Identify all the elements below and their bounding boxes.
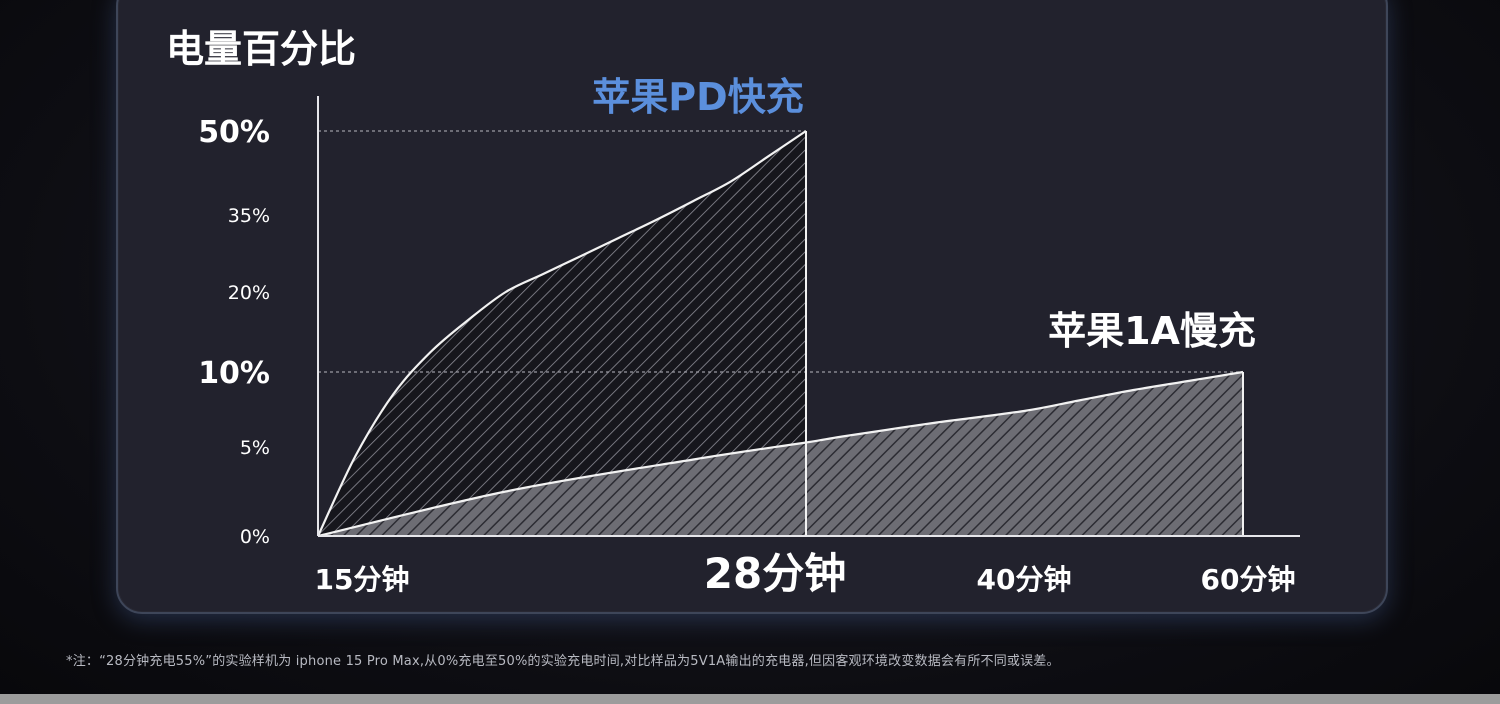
x-tick-label: 28分钟: [704, 549, 846, 598]
y-tick-label: 50%: [198, 115, 270, 150]
y-axis-label: 电量百分比: [166, 27, 356, 71]
x-tick-label: 15分钟: [315, 563, 410, 596]
y-tick-label: 5%: [240, 437, 270, 459]
fast-charge-curve: [317, 130, 807, 537]
y-tick-label: 35%: [228, 205, 270, 227]
y-tick-label: 20%: [228, 282, 270, 304]
series-label-slow: 苹果1A慢充: [1048, 309, 1256, 353]
fast-charge-area: [318, 131, 806, 536]
bottom-bar: [0, 694, 1500, 704]
y-tick-label: 0%: [240, 526, 270, 548]
x-tick-label: 60分钟: [1201, 563, 1296, 596]
y-tick-label: 10%: [198, 356, 270, 391]
x-tick-label: 40分钟: [977, 563, 1072, 596]
footnote: *注：“28分钟充电55%”的实验样机为 iphone 15 Pro Max,从…: [66, 654, 1060, 669]
slow-charge-curve: [317, 370, 1244, 538]
series-label-fast: 苹果PD快充: [592, 75, 803, 119]
